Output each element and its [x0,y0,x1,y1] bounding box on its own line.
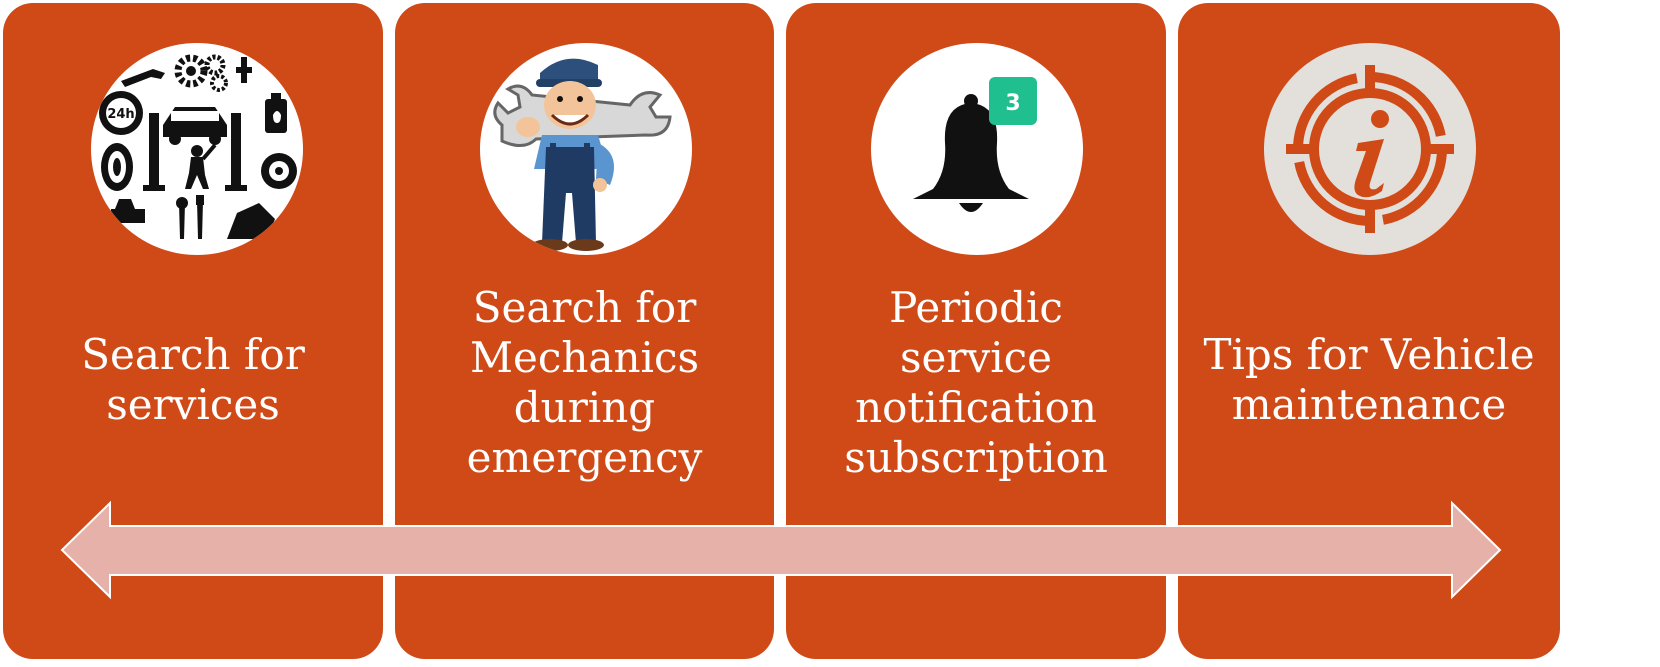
label-line: Tips for Vehicle [1203,330,1535,379]
label-line: emergency [466,433,703,482]
label-line: Search for [472,283,697,332]
mechanic-with-wrench-icon [493,58,672,251]
card-search-mechanics[interactable]: Search for Mechanics during emergency [395,3,774,659]
card-maintenance-tips[interactable]: Tips for Vehicle maintenance [1178,3,1560,659]
info-icon [1286,65,1454,233]
service-tools-circle: 24h [91,43,303,255]
label-line: notification [855,383,1097,432]
label-line: services [106,380,280,429]
card-label: Tips for Vehicle maintenance [1188,330,1550,430]
notification-badge-count: 3 [1005,91,1020,116]
card-label: Search for services [13,330,373,430]
card-label: Search for Mechanics during emergency [405,283,764,483]
card-service-notification[interactable]: 3 Periodic service notification subscrip… [786,3,1166,659]
card-search-services[interactable]: 24h [3,3,383,659]
label-line: subscription [844,433,1108,482]
label-line: service [899,333,1053,382]
svg-text:24h: 24h [107,107,134,122]
label-line: maintenance [1231,380,1507,429]
car-service-tools-icon: 24h [99,54,297,239]
bell-circle: 3 [871,43,1083,255]
notification-bell-icon: 3 [913,77,1037,212]
card-label: Periodic service notification subscripti… [796,283,1156,483]
badge-background [989,77,1037,125]
label-line: Periodic [889,283,1063,332]
mechanic-circle [480,43,692,255]
label-line: Mechanics [469,333,700,382]
label-line: Search for [81,330,305,379]
info-circle [1264,43,1476,255]
label-line: during [513,383,656,432]
